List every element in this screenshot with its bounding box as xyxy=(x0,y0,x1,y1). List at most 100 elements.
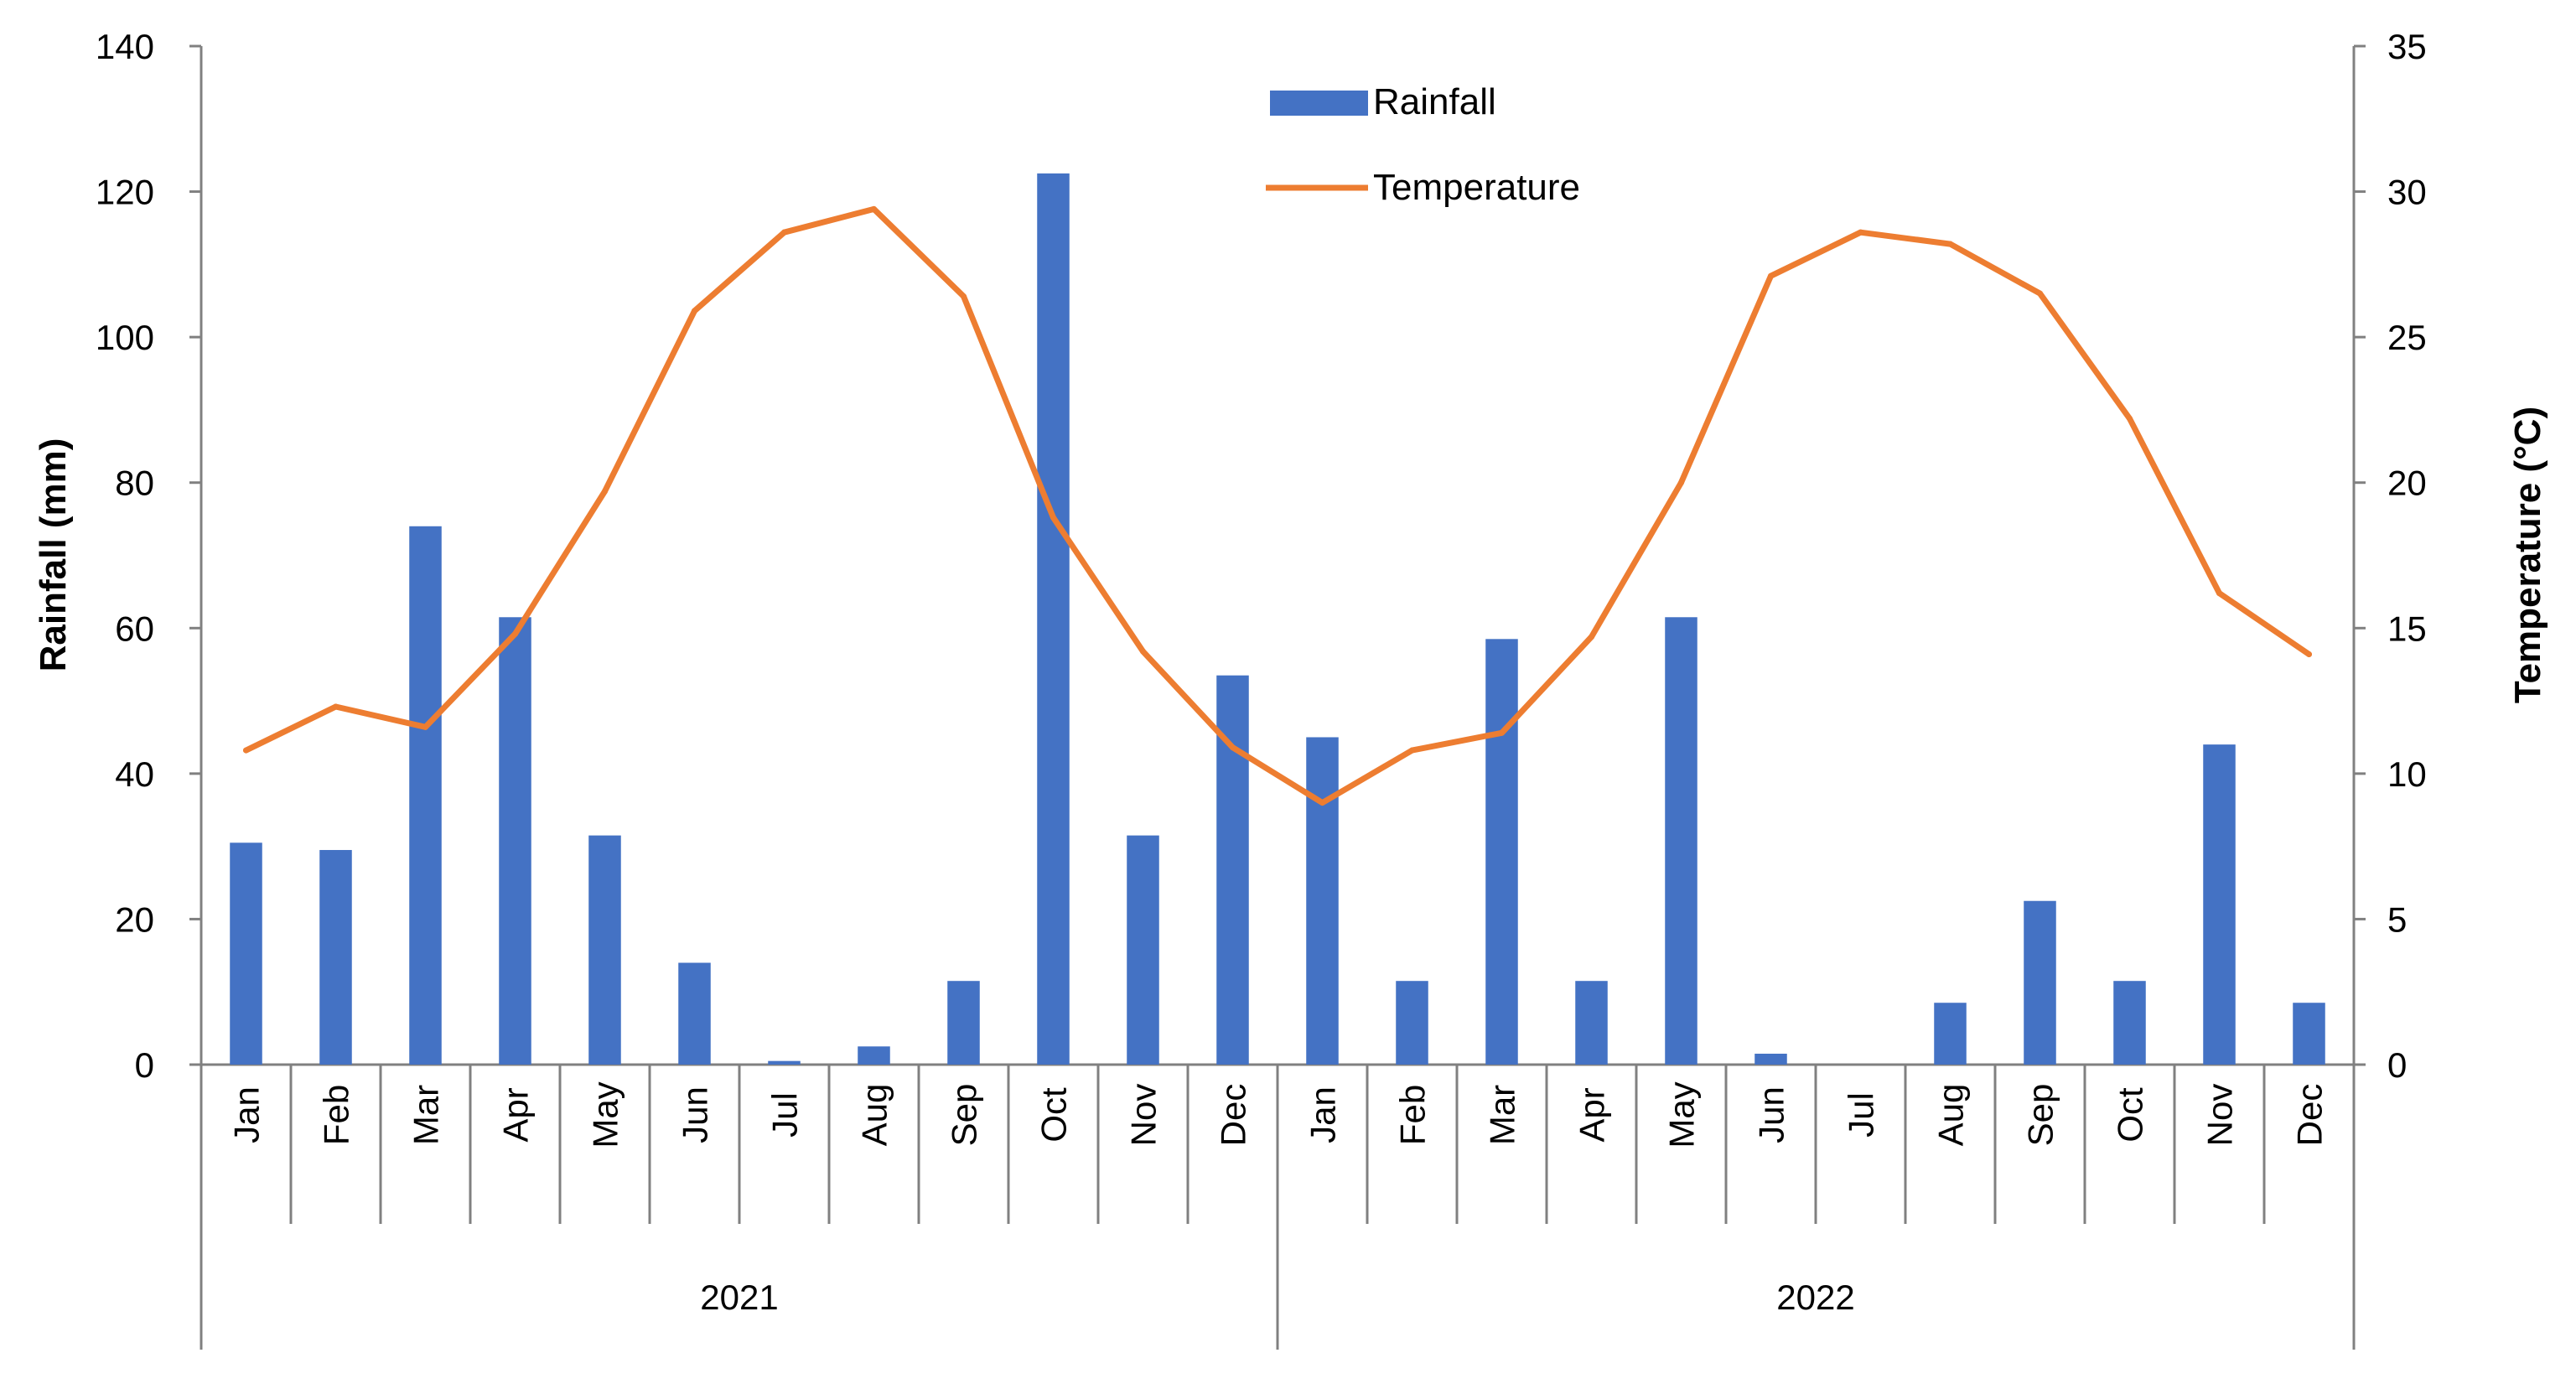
x-month-label: Aug xyxy=(855,1084,894,1147)
x-month-label: May xyxy=(586,1081,625,1148)
rainfall-bar xyxy=(1127,835,1159,1065)
x-month-label: Jul xyxy=(1842,1092,1881,1138)
left-tick-label: 60 xyxy=(115,609,154,648)
temperature-point xyxy=(1768,272,1774,279)
rainfall-bar xyxy=(768,1060,801,1065)
temperature-point xyxy=(333,703,339,710)
x-month-labels: Jan Feb Mar Apr May Jun Jul Aug Sep Oct Nov Dec Jan F… xyxy=(227,1081,2330,1148)
rainfall-bar xyxy=(409,526,442,1065)
temperature-point xyxy=(422,723,428,730)
x-month-label: Nov xyxy=(2200,1084,2240,1147)
rainfall-bar xyxy=(858,1046,890,1065)
x-month-label: Dec xyxy=(2290,1084,2330,1147)
x-year-label: 2022 xyxy=(1776,1278,1854,1317)
x-category-grouping xyxy=(289,1065,2266,1350)
temperature-point xyxy=(512,630,518,637)
temperature-point xyxy=(2216,590,2222,597)
legend-temperature-label: Temperature xyxy=(1373,167,1580,208)
temperature-point xyxy=(2127,415,2133,422)
legend-rainfall-swatch xyxy=(1270,91,1368,116)
temperature-point xyxy=(2306,651,2312,658)
temperature-point xyxy=(1858,229,1863,236)
rainfall-bar xyxy=(1306,737,1339,1065)
temperature-point xyxy=(1230,744,1236,751)
x-month-label: Oct xyxy=(1034,1087,1074,1143)
rainfall-bar xyxy=(678,962,711,1065)
x-month-label: Sep xyxy=(2021,1084,2060,1147)
x-month-label: Mar xyxy=(1483,1085,1522,1145)
x-month-label: Jan xyxy=(227,1086,267,1143)
temperature-point xyxy=(1319,800,1325,806)
temperature-point xyxy=(2037,290,2043,297)
temperature-point xyxy=(871,205,877,212)
temperature-point xyxy=(1678,479,1684,486)
x-year-label: 2021 xyxy=(700,1278,778,1317)
x-month-label: Apr xyxy=(1573,1087,1612,1142)
temperature-point xyxy=(1050,514,1056,521)
left-axis-title: Rainfall (mm) xyxy=(33,438,74,672)
rainfall-bar xyxy=(499,617,531,1065)
rainfall-bars xyxy=(230,173,2325,1065)
rainfall-bar xyxy=(2203,744,2236,1065)
temperature-point xyxy=(1947,241,1953,247)
right-tick-label: 35 xyxy=(2387,27,2427,66)
right-tick-label: 30 xyxy=(2387,173,2427,212)
x-month-label: Feb xyxy=(317,1085,356,1145)
rainfall-bar xyxy=(588,835,621,1065)
x-month-label: May xyxy=(1662,1081,1702,1148)
right-tick-label: 5 xyxy=(2387,899,2407,939)
rainfall-bar xyxy=(230,842,262,1065)
x-month-label: Sep xyxy=(945,1084,984,1147)
left-tick-label: 20 xyxy=(115,899,154,939)
x-year-labels: 2021 2022 xyxy=(700,1278,1854,1317)
rainfall-bar xyxy=(1934,1003,1967,1065)
right-tick-label: 25 xyxy=(2387,318,2427,357)
temperature-point xyxy=(1499,729,1505,736)
rainfall-bar xyxy=(2113,981,2146,1065)
temperature-point xyxy=(1589,634,1594,640)
rainfall-bar xyxy=(1665,617,1697,1065)
rainfall-bar xyxy=(1754,1053,1787,1065)
temperature-line-group xyxy=(243,205,2312,806)
right-axis-title: Temperature (°C) xyxy=(2507,407,2548,703)
left-tick-label: 80 xyxy=(115,464,154,503)
rainfall-bar xyxy=(1396,981,1428,1065)
rainfall-bar xyxy=(947,981,980,1065)
rainfall-bar xyxy=(2024,900,2056,1065)
x-month-label: Jul xyxy=(765,1092,805,1138)
rainfall-bar xyxy=(2293,1003,2325,1065)
temperature-point xyxy=(1140,648,1146,655)
temperature-point xyxy=(243,747,249,754)
right-tick-label: 0 xyxy=(2387,1045,2407,1085)
left-tick-label: 120 xyxy=(96,173,154,212)
rainfall-bar xyxy=(319,849,352,1065)
legend-rainfall-label: Rainfall xyxy=(1373,81,1496,122)
legend: Rainfall Temperature xyxy=(1266,81,1580,208)
right-y-ticks: 0 5 10 15 20 25 30 35 xyxy=(2354,27,2427,1085)
left-tick-label: 40 xyxy=(115,754,154,794)
left-tick-label: 100 xyxy=(96,318,154,357)
x-month-label: Jun xyxy=(1752,1086,1791,1143)
temperature-point xyxy=(692,308,697,314)
x-month-label: Oct xyxy=(2111,1087,2150,1143)
rainfall-bar xyxy=(1216,675,1249,1065)
left-tick-label: 0 xyxy=(135,1045,154,1085)
left-tick-label: 140 xyxy=(96,27,154,66)
x-month-label: Mar xyxy=(407,1085,446,1145)
x-month-label: Apr xyxy=(496,1087,536,1142)
temperature-point xyxy=(602,488,608,495)
x-month-label: Nov xyxy=(1124,1084,1164,1147)
right-tick-label: 20 xyxy=(2387,464,2427,503)
rainfall-bar xyxy=(1575,981,1608,1065)
left-y-ticks: 0 20 40 60 80 100 120 140 xyxy=(96,27,201,1085)
x-month-label: Dec xyxy=(1214,1084,1253,1147)
temperature-line xyxy=(243,205,2312,806)
x-month-label: Jun xyxy=(676,1086,715,1143)
x-month-label: Feb xyxy=(1393,1085,1433,1145)
temperature-point xyxy=(961,293,967,300)
rainfall-bar xyxy=(1485,639,1518,1065)
temperature-point xyxy=(781,229,787,236)
x-month-label: Aug xyxy=(1931,1084,1971,1147)
right-tick-label: 10 xyxy=(2387,754,2427,794)
